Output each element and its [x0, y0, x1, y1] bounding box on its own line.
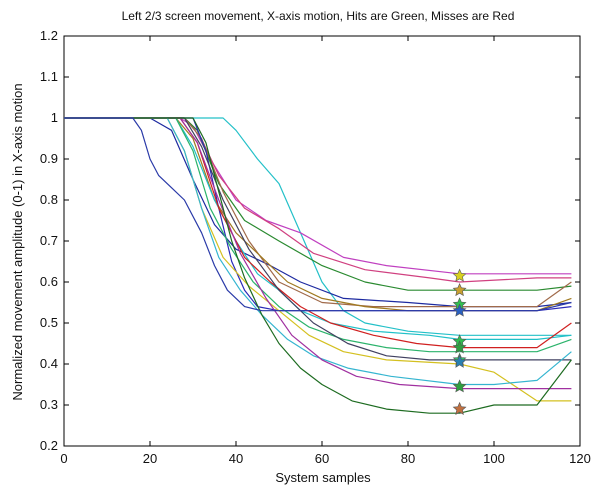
y-axis-label: Normalized movement amplitude (0-1) in X… — [10, 83, 25, 400]
series-line-2 — [64, 117, 572, 275]
y-tick-label: 1.1 — [40, 69, 58, 84]
series-line-8 — [64, 117, 572, 312]
y-tick-label: 0.5 — [40, 315, 58, 330]
y-tick-label: 0.9 — [40, 151, 58, 166]
star-marker-10 — [452, 401, 467, 416]
series-line-1 — [64, 117, 572, 336]
x-axis-label: System samples — [275, 470, 371, 485]
x-tick-label: 100 — [483, 451, 505, 466]
x-tick-label: 20 — [143, 451, 157, 466]
marker-layer — [452, 268, 467, 416]
y-tick-label: 0.6 — [40, 274, 58, 289]
y-tick-label: 1 — [51, 110, 58, 125]
series-line-11 — [64, 117, 572, 353]
series-line-5 — [64, 117, 572, 308]
series-line-4 — [64, 117, 572, 291]
x-tick-label: 60 — [315, 451, 329, 466]
x-tick-label: 40 — [229, 451, 243, 466]
star-marker-4 — [452, 303, 467, 317]
y-tick-label: 1.2 — [40, 28, 58, 43]
series-line-10 — [64, 117, 572, 349]
star-marker-1 — [452, 268, 467, 282]
series-line-16 — [64, 117, 572, 414]
star-marker-2 — [452, 282, 467, 297]
x-tick-label: 80 — [401, 451, 415, 466]
star-marker-8 — [452, 354, 467, 368]
star-marker-9 — [452, 379, 467, 393]
series-line-13 — [64, 117, 572, 361]
series-line-17 — [64, 117, 572, 312]
y-tick-label: 0.3 — [40, 397, 58, 412]
star-marker-6 — [452, 340, 467, 354]
x-tick-label: 120 — [569, 451, 591, 466]
series-line-3 — [64, 117, 572, 283]
chart-title: Left 2/3 screen movement, X-axis motion,… — [122, 9, 515, 23]
y-tick-label: 0.2 — [40, 438, 58, 453]
axes: 0 20 40 60 80 100 120 0.2 0.3 0.4 0.5 0.6 0.7 0.8 0.9 1… — [40, 28, 591, 466]
series-line-7 — [64, 117, 572, 312]
x-tick-label: 0 — [60, 451, 67, 466]
y-tick-label: 0.4 — [40, 356, 58, 371]
series-line-12 — [64, 117, 572, 402]
series-line-14 — [64, 117, 572, 386]
series-line-6 — [64, 117, 572, 308]
y-tick-label: 0.7 — [40, 233, 58, 248]
series-layer — [64, 117, 572, 414]
y-tick-label: 0.8 — [40, 192, 58, 207]
